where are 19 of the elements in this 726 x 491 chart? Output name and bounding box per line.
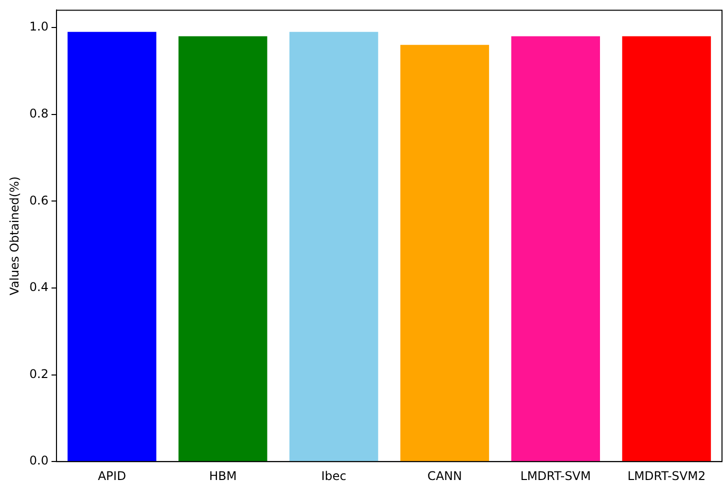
x-tick-label: Ibec [321,468,346,483]
x-tick-label: LMDRT-SVM2 [627,468,706,483]
bar [511,36,600,462]
y-tick-label: 0.6 [29,193,48,208]
x-tick-label: HBM [209,468,237,483]
bar [622,36,711,462]
bar [178,36,268,462]
x-tick-label: APID [98,468,126,483]
x-tick-label: CANN [427,468,462,483]
y-axis-title: Values Obtained(%) [7,176,22,296]
x-tick-label: LMDRT-SVM [520,468,591,483]
y-tick-label: 0.0 [29,454,48,468]
bar [400,44,490,462]
y-tick-label: 0.8 [29,106,48,120]
bar [68,32,156,462]
y-tick-label: 0.4 [29,280,48,294]
y-tick-label: 1.0 [29,20,48,34]
bar [289,32,378,462]
y-tick-label: 0.2 [29,366,48,381]
